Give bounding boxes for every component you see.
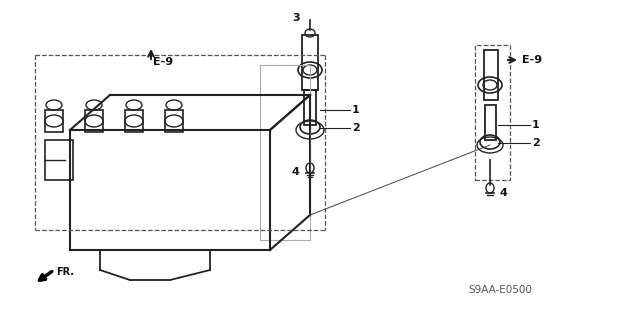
Bar: [165, 110, 183, 132]
Text: 4: 4: [500, 188, 508, 198]
Bar: [125, 110, 143, 132]
Text: 2: 2: [352, 123, 360, 133]
Text: 1: 1: [532, 120, 540, 130]
Bar: [485, 105, 496, 140]
Text: 1: 1: [352, 105, 360, 115]
Text: FR.: FR.: [56, 267, 74, 277]
Bar: [302, 35, 318, 90]
Text: 3: 3: [292, 13, 300, 23]
Bar: [45, 110, 63, 132]
Bar: [475, 45, 510, 180]
Text: S9AA-E0500: S9AA-E0500: [468, 285, 532, 295]
Text: 2: 2: [532, 138, 540, 148]
Text: 4: 4: [292, 167, 300, 177]
Bar: [45, 140, 73, 180]
Bar: [85, 110, 103, 132]
Text: E-9: E-9: [522, 55, 542, 65]
Bar: [484, 50, 498, 100]
Text: E-9: E-9: [153, 57, 173, 67]
Bar: [304, 90, 316, 125]
